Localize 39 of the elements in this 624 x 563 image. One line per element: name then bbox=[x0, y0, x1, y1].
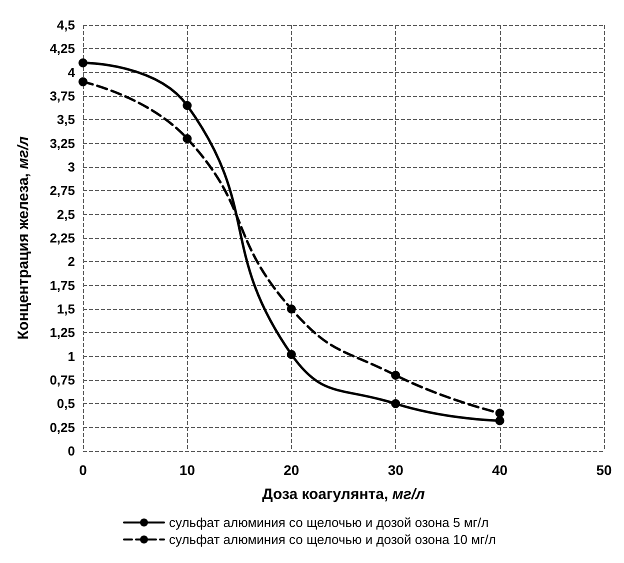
point bbox=[182, 134, 192, 144]
x-tick-label: 0 bbox=[79, 462, 88, 478]
y-tick-label: 1,75 bbox=[50, 278, 75, 293]
y-tick-label: 0,5 bbox=[56, 396, 75, 412]
y-tick-label: 0,25 bbox=[50, 420, 75, 435]
x-tick-label: 40 bbox=[492, 462, 508, 478]
y-tick-label: 4,5 bbox=[56, 18, 75, 32]
point bbox=[286, 304, 296, 314]
y-tick-label: 1,5 bbox=[56, 302, 75, 316]
point bbox=[391, 370, 400, 380]
y-tick-label: 2,75 bbox=[50, 183, 75, 198]
point bbox=[495, 408, 504, 418]
x-tick-label: 50 bbox=[596, 462, 612, 478]
y-tick-label: 0,75 bbox=[50, 372, 75, 388]
y-tick-label: 3,75 bbox=[50, 88, 75, 104]
point bbox=[78, 77, 88, 86]
y-tick-label: 2,25 bbox=[50, 230, 75, 246]
point bbox=[182, 100, 192, 110]
y-tick-label: 2 bbox=[68, 254, 75, 270]
y-axis-title: Концентрация железа, мг/л bbox=[15, 136, 32, 340]
x-axis-title: Доза коагулянта, мг/л bbox=[262, 486, 426, 503]
x-tick-label: 10 bbox=[179, 462, 196, 478]
y-tick-label: 1 bbox=[68, 348, 75, 364]
y-tick-label: 4 bbox=[68, 64, 76, 80]
legend-label: сульфат алюминия со щелочью и дозой озона 5 мг/л bbox=[169, 515, 489, 530]
point bbox=[391, 399, 400, 408]
y-tick-label: 2,5 bbox=[56, 206, 75, 222]
y-tick-label: 0 bbox=[68, 444, 75, 458]
y-tick-label: 4,25 bbox=[50, 41, 75, 56]
point bbox=[286, 350, 296, 359]
x-tick-label: 20 bbox=[284, 462, 300, 478]
y-tick-label: 3 bbox=[68, 160, 75, 174]
point bbox=[495, 416, 504, 426]
y-tick-label: 1,25 bbox=[50, 325, 75, 340]
legend-label: сульфат алюминия со щелочью и дозой озона 10 мг/л bbox=[169, 532, 496, 547]
point bbox=[78, 58, 88, 68]
x-tick-label: 30 bbox=[388, 462, 404, 478]
y-tick-label: 3,5 bbox=[56, 112, 75, 128]
y-tick-label: 3,25 bbox=[50, 136, 75, 151]
